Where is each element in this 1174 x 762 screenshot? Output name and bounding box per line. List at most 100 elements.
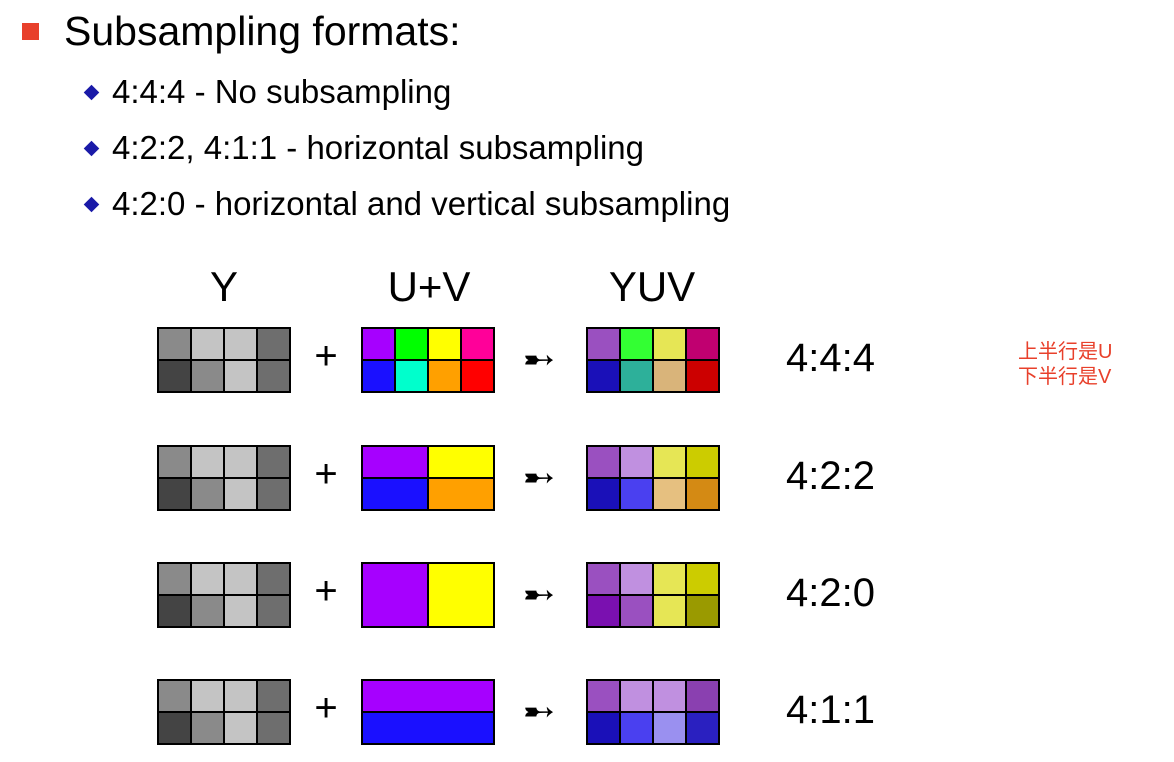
yuv-cell: [685, 594, 720, 628]
y-luma-grid: [157, 679, 291, 745]
yuv-cell: [652, 711, 687, 745]
ratio-label: 4:1:1: [786, 688, 875, 732]
uv-cell: [394, 359, 429, 393]
yuv-cell: [652, 359, 687, 393]
uv-cell: [460, 359, 495, 393]
column-header-uv: U+V: [387, 263, 471, 310]
y-cell: [157, 594, 192, 628]
yuv-cell: [619, 594, 654, 628]
y-cell: [223, 594, 258, 628]
y-cell: [223, 327, 258, 361]
note-line-u: 上半行是U: [1018, 341, 1113, 363]
yuv-cell: [685, 562, 720, 596]
y-cell: [190, 562, 225, 596]
yuv-cell: [619, 359, 654, 393]
arrow-icon: ➸: [523, 339, 555, 381]
uv-cell: [394, 327, 429, 361]
bullet-text: 4:2:0 - horizontal and vertical subsampl…: [112, 185, 731, 222]
uv-cell: [427, 327, 462, 361]
y-cell: [256, 477, 291, 511]
uv-cell: [361, 562, 429, 628]
y-cell: [157, 445, 192, 479]
yuv-cell: [652, 594, 687, 628]
y-cell: [223, 711, 258, 745]
yuv-cell: [619, 445, 654, 479]
yuv-result-grid: [586, 327, 720, 393]
y-cell: [256, 327, 291, 361]
yuv-result-grid: [586, 562, 720, 628]
arrow-icon: ➸: [523, 691, 555, 733]
bullet-text: 4:4:4 - No subsampling: [112, 73, 452, 110]
y-cell: [190, 477, 225, 511]
uv-cell: [460, 327, 495, 361]
yuv-cell: [619, 477, 654, 511]
y-cell: [190, 359, 225, 393]
uv-chroma-grid: [361, 679, 495, 745]
y-cell: [157, 477, 192, 511]
diamond-bullet-icon: [83, 84, 100, 100]
note-line-v: 下半行是V: [1018, 366, 1112, 388]
uv-chroma-grid: [361, 562, 495, 628]
slide-title: Subsampling formats:: [22, 6, 461, 56]
bullet-item: 4:4:4 - No subsampling: [83, 72, 452, 112]
y-luma-grid: [157, 327, 291, 393]
uv-cell: [427, 477, 495, 511]
yuv-cell: [685, 679, 720, 713]
yuv-cell: [586, 679, 621, 713]
yuv-cell: [685, 327, 720, 361]
uv-cell: [361, 477, 429, 511]
yuv-cell: [685, 711, 720, 745]
column-header-yuv: YUV: [608, 263, 696, 310]
y-cell: [256, 679, 291, 713]
yuv-cell: [586, 359, 621, 393]
bullet-item: 4:2:0 - horizontal and vertical subsampl…: [83, 184, 731, 224]
y-cell: [256, 594, 291, 628]
column-header-y: Y: [209, 263, 238, 310]
y-cell: [190, 327, 225, 361]
yuv-cell: [619, 711, 654, 745]
uv-cell: [361, 679, 495, 713]
uv-chroma-grid: [361, 327, 495, 393]
uv-cell: [361, 711, 495, 745]
title-text: Subsampling formats:: [64, 7, 461, 54]
yuv-cell: [685, 359, 720, 393]
yuv-cell: [685, 445, 720, 479]
uv-note: 上半行是U 下半行是V: [1018, 340, 1112, 390]
ratio-label: 4:4:4: [786, 336, 875, 380]
uv-cell: [361, 327, 396, 361]
bullet-item: 4:2:2, 4:1:1 - horizontal subsampling: [83, 128, 644, 168]
diamond-bullet-icon: [83, 196, 100, 212]
yuv-cell: [619, 327, 654, 361]
yuv-cell: [652, 679, 687, 713]
y-luma-grid: [157, 445, 291, 511]
yuv-cell: [586, 477, 621, 511]
yuv-cell: [652, 562, 687, 596]
yuv-cell: [619, 562, 654, 596]
square-bullet-icon: [22, 22, 39, 40]
ratio-label: 4:2:2: [786, 454, 875, 498]
yuv-result-grid: [586, 679, 720, 745]
y-cell: [157, 327, 192, 361]
ratio-label: 4:2:0: [786, 571, 875, 615]
yuv-cell: [586, 327, 621, 361]
arrow-icon: ➸: [523, 457, 555, 499]
y-cell: [157, 562, 192, 596]
plus-sign: +: [314, 452, 338, 496]
y-cell: [256, 445, 291, 479]
uv-cell: [427, 445, 495, 479]
yuv-result-grid: [586, 445, 720, 511]
y-cell: [157, 359, 192, 393]
y-cell: [190, 594, 225, 628]
uv-chroma-grid: [361, 445, 495, 511]
yuv-cell: [619, 679, 654, 713]
plus-sign: +: [314, 686, 338, 730]
y-luma-grid: [157, 562, 291, 628]
uv-cell: [427, 359, 462, 393]
y-cell: [223, 562, 258, 596]
yuv-cell: [586, 594, 621, 628]
bullet-text: 4:2:2, 4:1:1 - horizontal subsampling: [112, 129, 644, 166]
plus-sign: +: [314, 334, 338, 378]
y-cell: [157, 711, 192, 745]
yuv-cell: [685, 477, 720, 511]
y-cell: [157, 679, 192, 713]
